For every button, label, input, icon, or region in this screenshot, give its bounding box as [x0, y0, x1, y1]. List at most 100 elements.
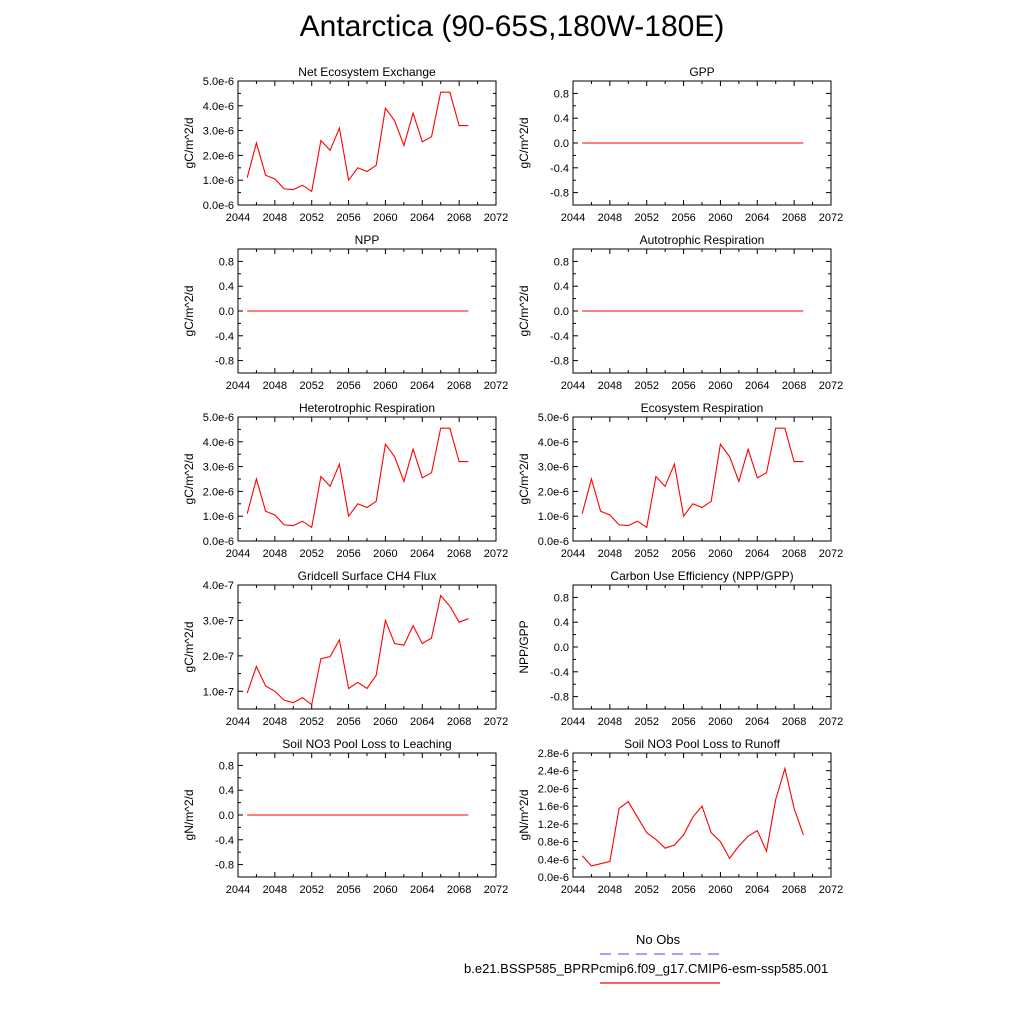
y-tick-label: 0.4 [554, 113, 569, 125]
panel-title: NPP [355, 233, 380, 247]
y-tick-label: 1.0e-7 [203, 686, 234, 698]
y-tick-label: 4.0e-6 [203, 101, 234, 113]
x-tick-label: 2072 [819, 548, 843, 560]
legend-model-label: b.e21.BSSP585_BPRPcmip6.f09_g17.CMIP6-es… [464, 961, 829, 976]
y-axis-label: gC/m^2/d [517, 454, 531, 505]
x-tick-label: 2068 [447, 548, 471, 560]
x-tick-label: 2072 [484, 884, 508, 896]
x-tick-label: 2060 [708, 884, 732, 896]
panel-title: Heterotrophic Respiration [299, 401, 435, 415]
x-tick-label: 2044 [226, 548, 250, 560]
x-tick-label: 2064 [745, 716, 769, 728]
x-tick-label: 2056 [336, 212, 360, 224]
chart-panel-6: Ecosystem Respiration gC/m^2/d 2044 2048 205… [517, 401, 843, 560]
y-tick-label: 1.2e-6 [538, 819, 569, 831]
panel-title: Soil NO3 Pool Loss to Leaching [282, 737, 451, 751]
x-tick-label: 2048 [598, 716, 622, 728]
y-tick-label: 0.8 [554, 88, 569, 100]
x-tick-label: 2052 [634, 884, 658, 896]
x-tick-label: 2068 [782, 212, 806, 224]
y-tick-label: 4.0e-6 [538, 437, 569, 449]
y-tick-label: -0.4 [215, 835, 234, 847]
x-tick-label: 2060 [708, 548, 732, 560]
y-tick-label: -0.4 [215, 331, 234, 343]
chart-panel-1: Net Ecosystem Exchange gC/m^2/d 2044 2048 20… [182, 65, 508, 224]
x-tick-label: 2044 [561, 716, 585, 728]
legend-model-line [600, 982, 720, 984]
y-axis-label: gC/m^2/d [517, 286, 531, 337]
x-tick-label: 2064 [745, 548, 769, 560]
y-tick-label: -0.8 [215, 356, 234, 368]
x-tick-label: 2068 [782, 380, 806, 392]
x-tick-label: 2056 [671, 548, 695, 560]
plot-frame [237, 584, 497, 710]
x-tick-label: 2048 [598, 548, 622, 560]
x-tick-label: 2048 [598, 884, 622, 896]
y-tick-label: 0.0 [219, 810, 234, 822]
x-tick-label: 2060 [373, 884, 397, 896]
x-tick-label: 2068 [447, 212, 471, 224]
y-tick-label: 1.0e-6 [538, 511, 569, 523]
x-tick-label: 2052 [634, 380, 658, 392]
y-tick-label: -0.8 [215, 860, 234, 872]
chart-panel-9: Soil NO3 Pool Loss to Leaching gN/m^2/d 20… [182, 737, 508, 896]
x-tick-label: 2048 [263, 548, 287, 560]
y-axis-label: gN/m^2/d [517, 790, 531, 841]
panel-title: Gridcell Surface CH4 Flux [298, 569, 437, 583]
x-tick-label: 2044 [226, 212, 250, 224]
x-tick-label: 2064 [745, 212, 769, 224]
x-tick-label: 2072 [484, 212, 508, 224]
y-tick-label: 4.0e-7 [203, 580, 234, 592]
x-tick-label: 2064 [410, 884, 434, 896]
legend-obs-line [600, 953, 720, 955]
y-axis-label: NPP/GPP [517, 620, 531, 673]
x-tick-label: 2044 [226, 380, 250, 392]
x-tick-label: 2072 [484, 380, 508, 392]
series-line [581, 427, 804, 529]
x-tick-label: 2068 [447, 716, 471, 728]
x-tick-label: 2064 [410, 212, 434, 224]
x-tick-label: 2064 [410, 548, 434, 560]
x-tick-label: 2060 [373, 716, 397, 728]
series-line [246, 594, 469, 706]
legend-obs-label: No Obs [636, 932, 681, 947]
x-tick-label: 2044 [561, 212, 585, 224]
y-tick-label: -0.4 [550, 667, 569, 679]
y-tick-label: 2.0e-6 [538, 783, 569, 795]
y-tick-label: 5.0e-6 [203, 76, 234, 88]
y-tick-label: 2.0e-6 [538, 486, 569, 498]
y-tick-label: -0.8 [550, 692, 569, 704]
x-tick-label: 2044 [561, 548, 585, 560]
y-tick-label: 0.8 [554, 592, 569, 604]
x-tick-label: 2068 [782, 884, 806, 896]
chart-panel-10: Soil NO3 Pool Loss to Runoff gN/m^2/d 2044… [517, 737, 843, 896]
y-tick-label: 2.0e-7 [203, 651, 234, 663]
chart-panel-7: Gridcell Surface CH4 Flux gC/m^2/d 2044 204… [182, 569, 508, 728]
x-tick-label: 2048 [598, 212, 622, 224]
y-tick-label: 0.0 [554, 642, 569, 654]
y-tick-label: 0.4e-6 [538, 854, 569, 866]
y-tick-label: 0.8 [554, 256, 569, 268]
x-tick-label: 2056 [671, 212, 695, 224]
x-tick-label: 2048 [263, 212, 287, 224]
panel-title: GPP [689, 65, 714, 79]
x-tick-label: 2064 [745, 884, 769, 896]
y-tick-label: 3.0e-7 [203, 615, 234, 627]
x-tick-label: 2060 [708, 380, 732, 392]
chart-panel-8: Carbon Use Efficiency (NPP/GPP) NPP/GPP 20… [517, 569, 843, 728]
x-tick-label: 2072 [819, 380, 843, 392]
y-tick-label: 5.0e-6 [203, 412, 234, 424]
y-axis-label: gC/m^2/d [182, 118, 196, 169]
x-tick-label: 2072 [819, 716, 843, 728]
y-axis-label: gC/m^2/d [182, 286, 196, 337]
x-tick-label: 2068 [447, 380, 471, 392]
x-tick-label: 2044 [226, 716, 250, 728]
y-axis-label: gC/m^2/d [182, 454, 196, 505]
series-line [246, 427, 469, 529]
y-tick-label: 2.4e-6 [538, 766, 569, 778]
x-tick-label: 2056 [336, 884, 360, 896]
x-tick-label: 2056 [336, 548, 360, 560]
panel-title: Ecosystem Respiration [641, 401, 764, 415]
x-tick-label: 2064 [410, 380, 434, 392]
plot-frame [237, 416, 497, 542]
